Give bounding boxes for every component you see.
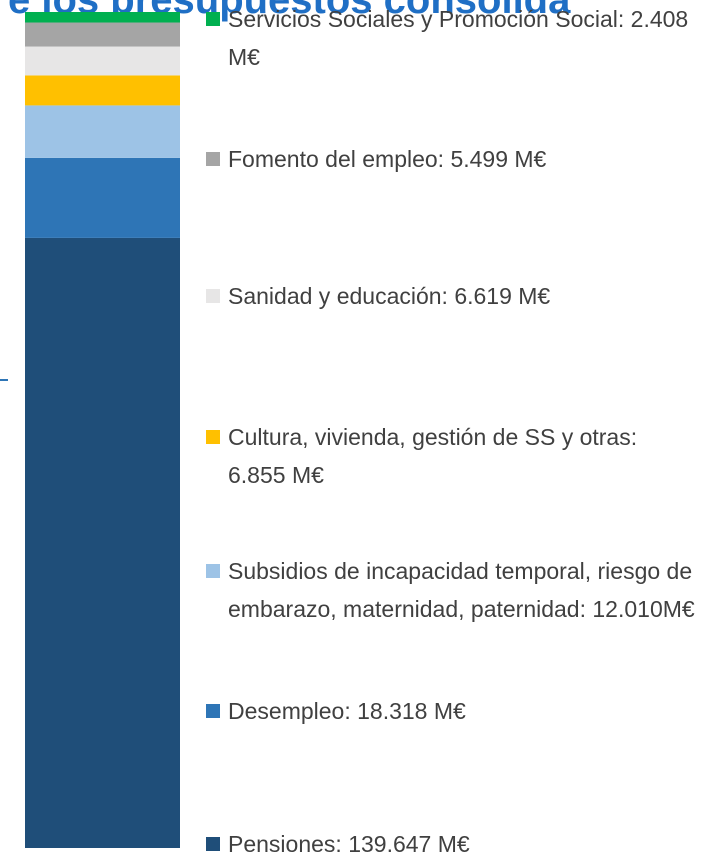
- legend-label: Pensiones: 139.647 M€: [228, 831, 470, 857]
- bar-segment: [25, 46, 180, 76]
- legend-label: Cultura, vivienda, gestión de SS y otras…: [228, 424, 638, 488]
- legend-label: Fomento del empleo: 5.499 M€: [228, 146, 547, 172]
- legend-label: Subsidios de incapacidad temporal, riesg…: [228, 558, 695, 622]
- legend-swatch: [206, 704, 220, 718]
- legend-entry: Fomento del empleo: 5.499 M€: [206, 140, 696, 178]
- legend-label: Sanidad y educación: 6.619 M€: [228, 283, 551, 309]
- legend-swatch: [206, 837, 220, 851]
- legend-swatch: [206, 564, 220, 578]
- bar-segment: [25, 237, 180, 848]
- legend-entry: Subsidios de incapacidad temporal, riesg…: [206, 552, 696, 628]
- legend-label: Desempleo: 18.318 M€: [228, 698, 466, 724]
- legend-swatch: [206, 152, 220, 166]
- bar-segment: [25, 157, 180, 238]
- bar-segment: [25, 75, 180, 106]
- bar-segment: [25, 12, 180, 23]
- legend-entry: Servicios Sociales y Promoción Social: 2…: [206, 0, 696, 76]
- legend-swatch: [206, 12, 220, 26]
- bar-segment: [25, 22, 180, 47]
- legend-swatch: [206, 430, 220, 444]
- legend-entry: Pensiones: 139.647 M€: [206, 825, 696, 863]
- legend-entry: Cultura, vivienda, gestión de SS y otras…: [206, 418, 696, 494]
- legend-label: Servicios Sociales y Promoción Social: 2…: [228, 6, 689, 70]
- legend-entry: Desempleo: 18.318 M€: [206, 692, 696, 730]
- legend-swatch: [206, 289, 220, 303]
- bar-segment: [25, 105, 180, 158]
- legend-entry: Sanidad y educación: 6.619 M€: [206, 277, 696, 315]
